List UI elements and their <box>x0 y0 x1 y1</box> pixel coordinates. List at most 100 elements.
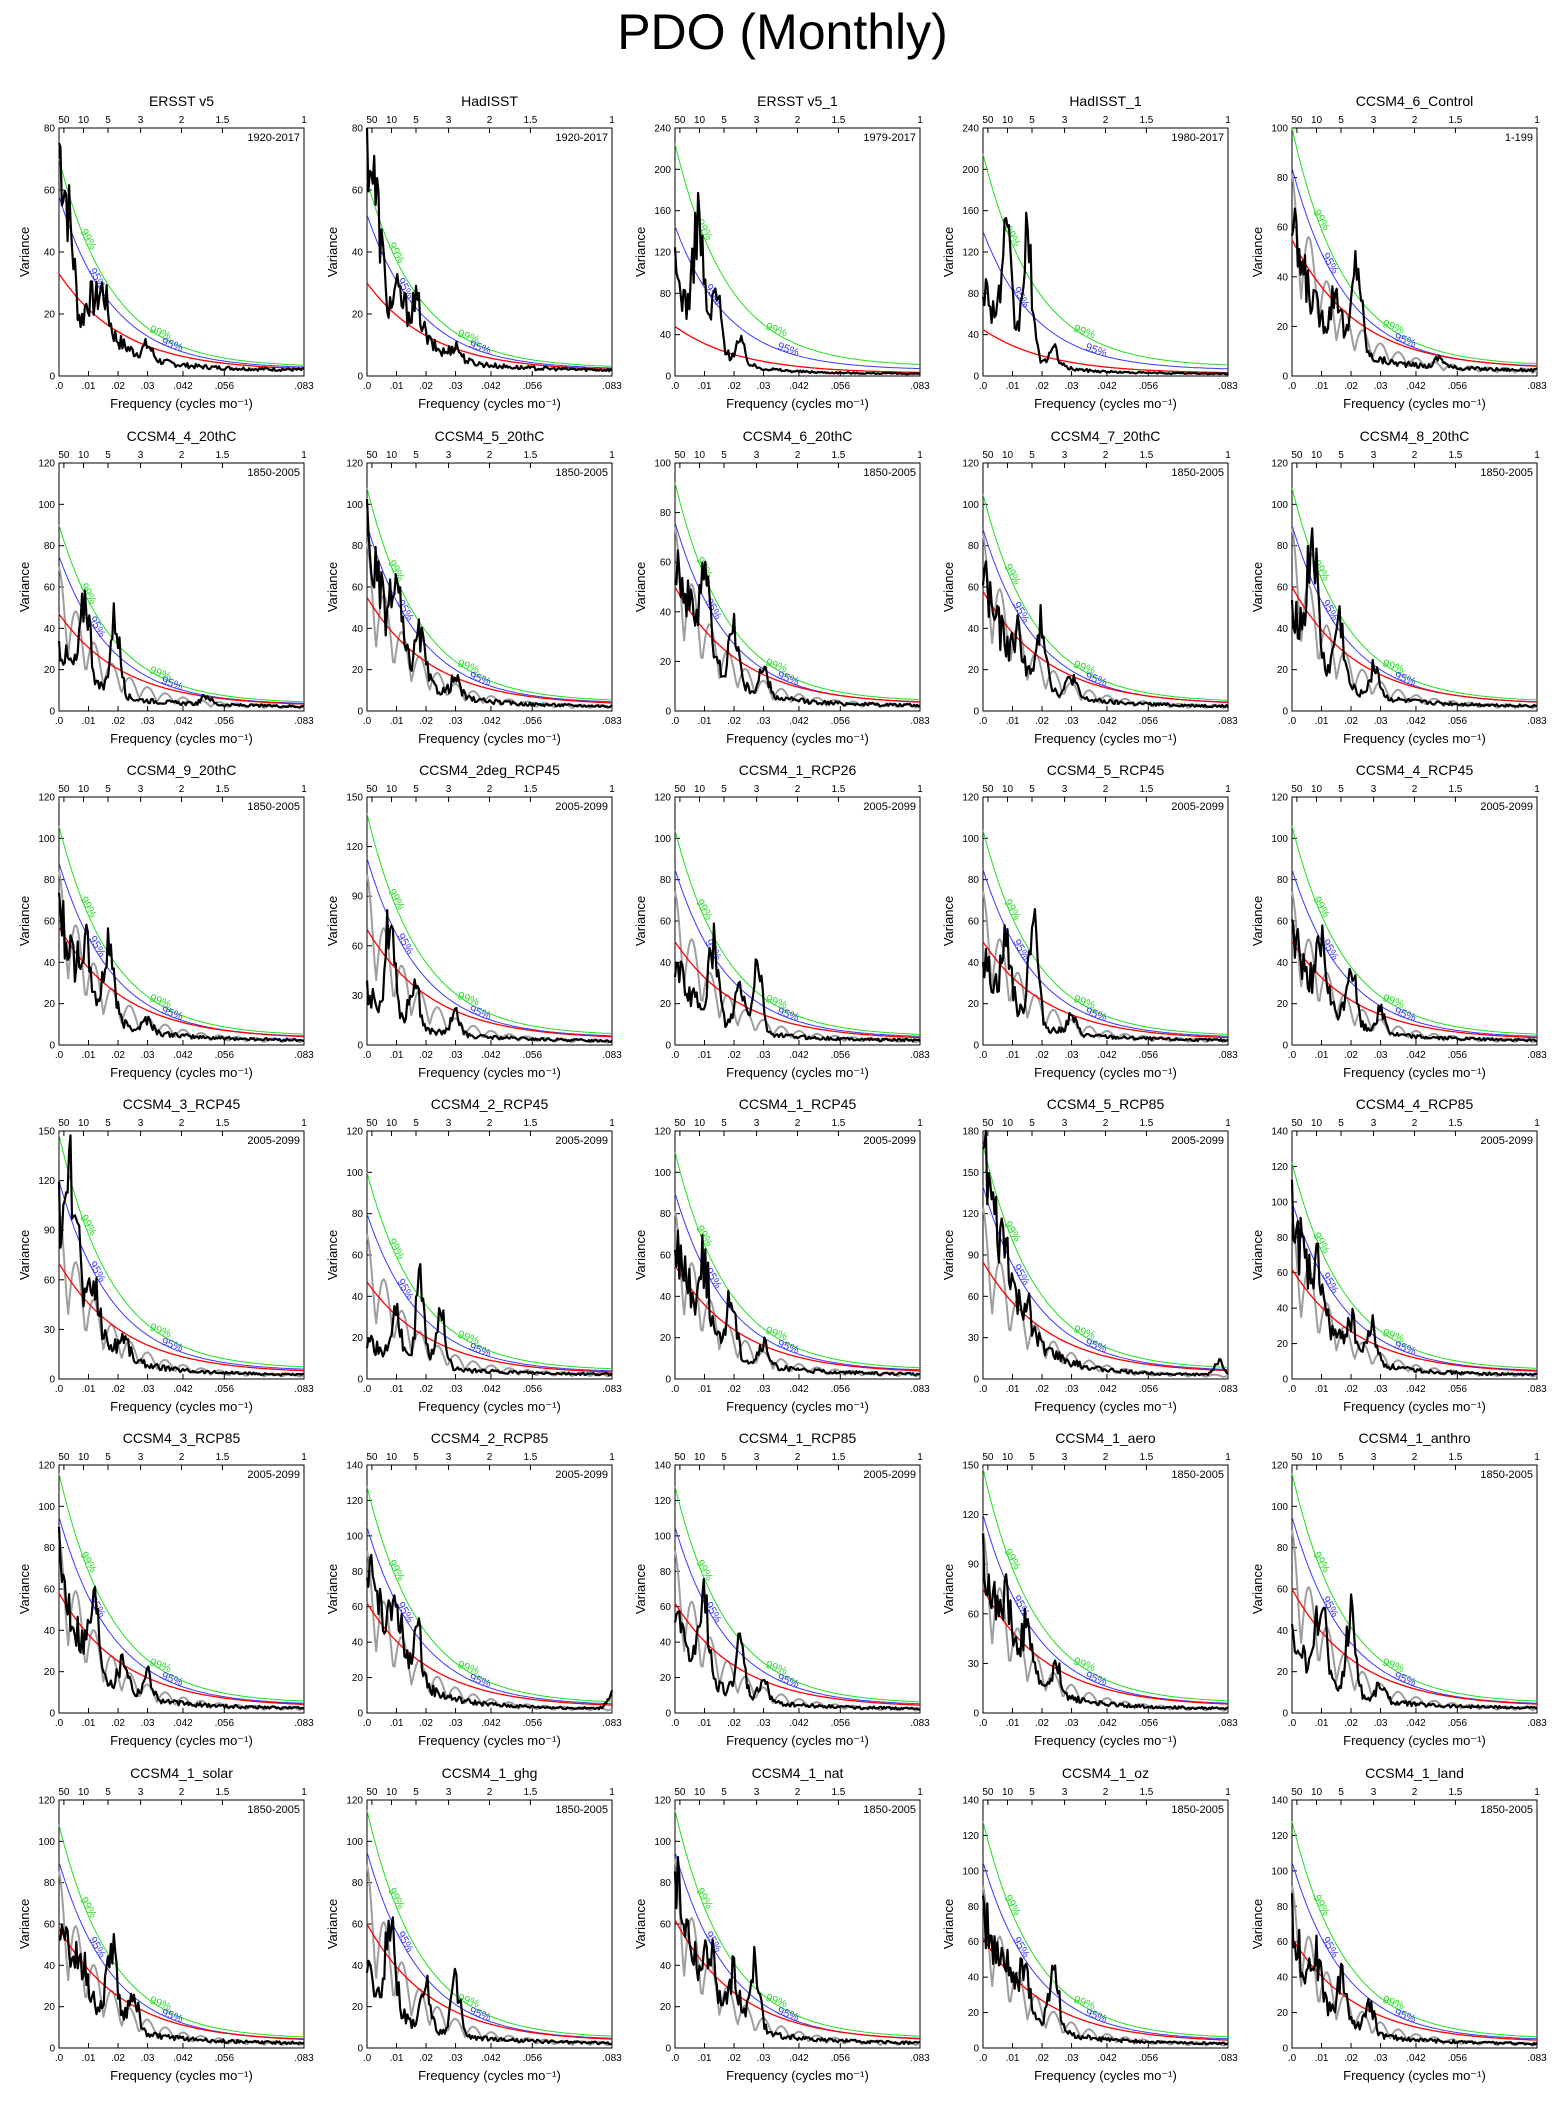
top-tick-label: 5 <box>1029 1118 1035 1129</box>
sig95-label: 95% <box>1319 251 1341 276</box>
panel-title: ERSST v5 <box>149 93 214 109</box>
top-tick-label: 50 <box>1291 1787 1303 1798</box>
sig95-curve <box>58 1516 305 1704</box>
sig95-curve <box>982 869 1229 1037</box>
x-tick-label: .042 <box>173 1050 193 1061</box>
sig99-curve <box>366 813 613 1034</box>
top-tick-label: 10 <box>78 450 90 461</box>
y-tick-label: 60 <box>44 583 56 594</box>
x-tick-label: .083 <box>1218 1384 1238 1395</box>
top-tick-label: 10 <box>78 115 90 126</box>
x-tick-label: .02 <box>727 1050 741 1061</box>
top-tick-label: 50 <box>982 784 994 795</box>
sig95-label: 95% <box>468 1341 493 1360</box>
y-axis-label: Variance <box>1250 227 1265 277</box>
top-tick-label: 50 <box>982 115 994 126</box>
top-tick-label: 5 <box>1338 1118 1344 1129</box>
top-tick-label: 1.5 <box>1448 450 1462 461</box>
period-label: 1850-2005 <box>555 1804 608 1816</box>
x-tick-label: .042 <box>1097 2053 1117 2064</box>
y-tick-label: 40 <box>1277 1973 1289 1984</box>
y-axis-label: Variance <box>17 227 32 277</box>
y-tick-label: 60 <box>660 558 672 569</box>
x-tick-label: .02 <box>1344 1718 1358 1729</box>
spectrum-line <box>673 549 921 708</box>
y-tick-label: 100 <box>654 1531 671 1542</box>
spectrum-line <box>57 892 305 1043</box>
y-tick-label: 120 <box>962 248 979 259</box>
chart-panel: CCSM4_3_RCP85 2005-2099 0 20 40 60 80 100 120 Var… <box>17 1430 314 1748</box>
y-tick-label: 40 <box>44 248 56 259</box>
y-tick-label: 0 <box>1282 2044 1288 2055</box>
x-tick-label: .03 <box>1374 1384 1388 1395</box>
x-tick-label: .02 <box>1344 2053 1358 2064</box>
x-tick-label: .03 <box>1065 1384 1079 1395</box>
plot-frame <box>366 127 613 377</box>
top-tick-label: 1 <box>917 1452 923 1463</box>
x-tick-label: .03 <box>141 381 155 392</box>
y-axis-label: Variance <box>633 1230 648 1280</box>
x-tick-label: .03 <box>1065 1050 1079 1061</box>
spectrum-line <box>365 498 613 709</box>
top-tick-label: 50 <box>1291 1452 1303 1463</box>
x-tick-label: .03 <box>141 716 155 727</box>
chart-panel: CCSM4_2deg_RCP452005-20990306090120150Va… <box>325 762 622 1080</box>
top-tick-label: 1 <box>917 115 923 126</box>
panel-title: CCSM4_4_20thC <box>127 428 237 444</box>
sig99-curve <box>674 1810 921 2037</box>
x-tick-label: .056 <box>1139 381 1159 392</box>
x-tick-label: .083 <box>602 2053 622 2064</box>
y-axis-label: Variance <box>941 1230 956 1280</box>
x-tick-label: .042 <box>1406 2053 1426 2064</box>
y-axis-label: Variance <box>325 1564 340 1614</box>
sig99-label: 99% <box>77 1895 99 1920</box>
panel-title: CCSM4_3_RCP85 <box>123 1430 241 1446</box>
chart-panel: CCSM4_2_RCP85 2005-2099 0 20 40 60 80 100 120 140… <box>325 1430 622 1748</box>
y-tick-label: 140 <box>1271 1127 1288 1138</box>
x-tick-label: .042 <box>1406 716 1426 727</box>
plot-frame <box>982 127 1229 377</box>
x-tick-label: .042 <box>1097 1050 1117 1061</box>
y-axis-label: Variance <box>941 1564 956 1614</box>
y-tick-label: 40 <box>1277 1304 1289 1315</box>
top-tick-label: 1.5 <box>523 1118 537 1129</box>
y-tick-label: 60 <box>352 1920 364 1931</box>
chart-panel: CCSM4_1_land 1850-2005 0 20 40 60 80 100 120 140 V… <box>1250 1765 1547 2083</box>
top-tick-label: 50 <box>1291 784 1303 795</box>
y-axis-label: Variance <box>325 227 340 277</box>
x-tick-label: .03 <box>757 716 771 727</box>
sig99-label: 99% <box>764 321 789 340</box>
panel-title: CCSM4_6_20thC <box>743 428 853 444</box>
panel-title: CCSM4_5_RCP85 <box>1047 1096 1165 1112</box>
y-tick-label: 80 <box>1277 173 1289 184</box>
sig95-label: 95% <box>468 339 493 358</box>
chart-panel: CCSM4_9_20thC 1850-2005 0 20 40 60 80 100 120 Var… <box>17 762 314 1080</box>
top-tick-label: 50 <box>366 1452 378 1463</box>
y-tick-label: 0 <box>1282 1041 1288 1052</box>
x-tick-label: .0 <box>1288 1718 1297 1729</box>
top-tick-label: 1 <box>1534 115 1540 126</box>
x-tick-label: .056 <box>831 1050 851 1061</box>
top-tick-label: 2 <box>1412 1787 1418 1798</box>
y-tick-label: 140 <box>962 1796 979 1807</box>
sig95-curve <box>982 1185 1228 1370</box>
spectrum-line <box>981 560 1229 709</box>
top-tick-label: 1.5 <box>831 1118 845 1129</box>
y-tick-label: 60 <box>1277 917 1289 928</box>
y-tick-label: 20 <box>660 2002 672 2013</box>
y-tick-label: 160 <box>962 206 979 217</box>
x-tick-label: .02 <box>419 381 433 392</box>
top-tick-label: 3 <box>1371 450 1377 461</box>
x-tick-label: .03 <box>1374 2053 1388 2064</box>
top-tick-label: 50 <box>58 784 70 795</box>
chart-panel: CCSM4_3_RCP452005-20990306090120150Varia… <box>17 1096 314 1414</box>
red-noise-curve <box>674 1602 921 1706</box>
sig99-label: 99% <box>693 1223 715 1248</box>
x-tick-label: .042 <box>481 381 501 392</box>
top-tick-label: 1.5 <box>1448 115 1462 126</box>
top-tick-label: 10 <box>1002 115 1014 126</box>
x-axis-label: Frequency (cycles mo⁻¹) <box>726 731 869 746</box>
sig99-curve <box>982 493 1228 701</box>
top-tick-label: 1.5 <box>1448 784 1462 795</box>
sig95-curve <box>366 214 612 369</box>
